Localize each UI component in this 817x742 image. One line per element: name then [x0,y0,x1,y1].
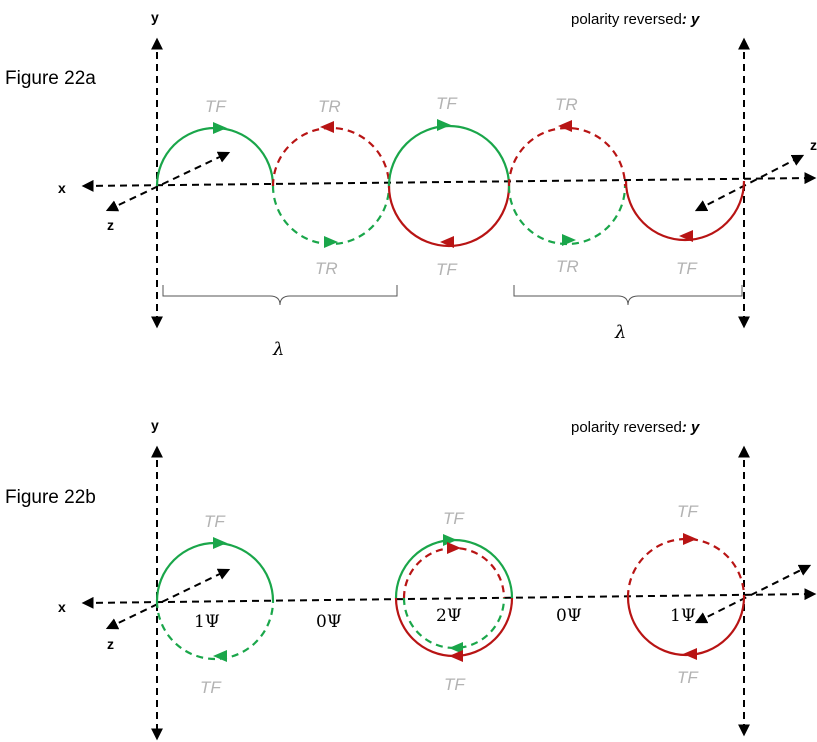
figure-22b-psi-label: 1Ψ [670,606,696,626]
figure-22b-arrow-red [683,533,697,545]
figure-22a-lambda-left: λ [272,339,284,360]
figure-22b-arrow-green [449,642,463,654]
figure-22b-tag: TF [677,502,699,521]
figure-22a-tag: TF [436,260,458,279]
figure-22a-wave-red-dashed [507,126,627,187]
figure-22b-wave-green-solid [155,541,275,602]
figure-22a-brace-left [162,285,398,306]
figure-22b-wave-green-dashed [155,600,275,661]
figure-22a: Figure 22a y polarity reversed: y x z z [5,9,817,360]
figure-22a-z-label-left: z [107,217,114,233]
figure-22a-tag: TF [436,94,458,113]
figure-22b-wave-red-dashed [402,546,506,599]
figure-22a-z-axis-left [105,151,231,212]
figure-22b-tag: TF [443,509,465,528]
figure-22b-title: Figure 22b [5,487,96,508]
figure-22b-z-label-left: z [107,636,114,652]
figure-22a-tag: TR [556,257,579,276]
figure-22a-tag: TR [315,259,338,278]
figure-22a-wave-green-dashed [507,185,627,246]
figure-22b-arrow-green [213,650,227,662]
figure-22a-arrow-green [324,236,338,248]
figure-22b-tag: TF [200,678,222,697]
figure-22a-arrow-green [562,234,576,246]
figure-22b-tag: TF [444,675,466,694]
figure-22b-x-axis [81,588,817,609]
figure-22a-wave-red-solid [624,180,746,242]
figure-22b-x-label: x [58,599,66,615]
figure-22a-tag: TF [205,97,227,116]
figure-22a-arrow-red [558,120,572,132]
figure-22a-tag: TF [676,259,698,278]
figure-22b-arrow-green [213,537,227,549]
figure-22a-y-label-left: y [151,9,159,25]
figure-22a-title: Figure 22a [5,68,96,89]
figure-22a-tag: TR [555,95,578,114]
figure-22b-tag: TF [677,668,699,687]
figure-22a-polarity-label: polarity reversed: y [571,11,700,28]
figure-22b-polarity-label: polarity reversed: y [571,419,700,436]
figure-22a-wave-red-solid [387,185,511,248]
figure-22a-arrow-green [213,122,227,134]
figure-22a-arrow-red [679,230,693,242]
figure-22a-x-label: x [58,180,66,196]
figure-22b-z-axis-left [105,568,231,630]
figure-22b-arrow-red [447,542,461,554]
figure-22b-wave-red-dashed [626,537,746,598]
figure-22a-z-axis-right [694,154,805,212]
figure-22b-tag: TF [204,512,226,531]
figure-22b-z-axis-right [694,564,812,624]
figure-22b-arrow-red [683,648,697,660]
figure-22a-wave-green-dashed [271,185,391,246]
figure-22a-arrow-green [437,119,451,131]
figure-22a-lambda-right: λ [614,322,626,343]
figure-22b-arrow-green [443,534,457,546]
figure-22b-psi-label: 0Ψ [316,612,342,632]
figure-22b-arrow-red [449,650,463,662]
figure-22a-arrow-red [320,121,334,133]
figure-22a-arrow-red [440,236,454,248]
figure-22b-psi-label: 2Ψ [436,606,462,626]
figure-22a-tag: TR [318,97,341,116]
figure-22b-psi-label: 0Ψ [556,606,582,626]
figure-22a-x-axis [81,172,817,192]
figure-22a-wave-green-solid [387,124,511,187]
figure-22b-psi-label: 1Ψ [194,612,220,632]
figure-22a-wave-green-solid [155,126,275,187]
figure-22b-y-label-left: y [151,417,159,433]
figure-22a-brace-right [513,285,743,306]
figure-22b: Figure 22b y polarity reversed: y x z 1Ψ [5,417,817,741]
figure-22a-z-label-right: z [810,137,817,153]
figure-22a-wave-red-dashed [271,126,391,187]
